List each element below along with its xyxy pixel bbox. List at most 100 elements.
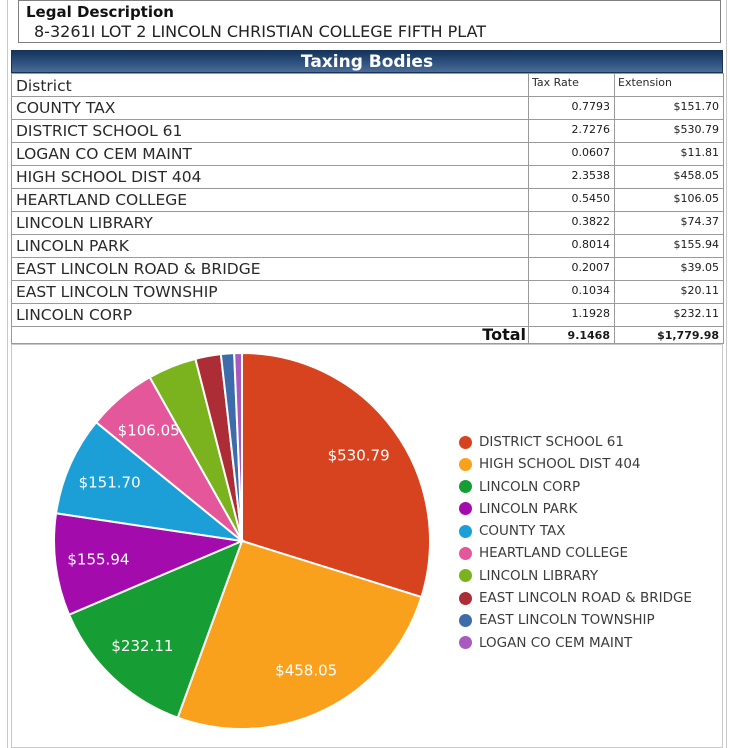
chart-legend: DISTRICT SCHOOL 61 HIGH SCHOOL DIST 404 LI… xyxy=(459,434,692,658)
taxing-bodies-section: Taxing Bodies District Tax Rate Extensio… xyxy=(11,50,724,344)
column-header-district: District xyxy=(11,73,529,97)
legend-item-district-school-61[interactable]: DISTRICT SCHOOL 61 xyxy=(459,434,692,450)
legend-item-east-lincoln-township[interactable]: EAST LINCOLN TOWNSHIP xyxy=(459,612,692,629)
table-row-high-school-dist-404: HIGH SCHOOL DIST 404 2.3538 $458.05 xyxy=(11,165,724,189)
tax-rate-cell: 0.8014 xyxy=(528,234,615,258)
extension-cell: $74.37 xyxy=(614,211,724,235)
district-cell: DISTRICT SCHOOL 61 xyxy=(11,119,529,143)
table-row-heartland-college: HEARTLAND COLLEGE 0.5450 $106.05 xyxy=(11,188,724,212)
legend-item-lincoln-library[interactable]: LINCOLN LIBRARY xyxy=(459,567,692,584)
legend-label: HIGH SCHOOL DIST 404 xyxy=(479,456,641,473)
legend-label: LINCOLN LIBRARY xyxy=(479,567,599,584)
table-row-east-lincoln-township: EAST LINCOLN TOWNSHIP 0.1034 $20.11 xyxy=(11,280,724,304)
table-row-district-school-61: DISTRICT SCHOOL 61 2.7276 $530.79 xyxy=(11,119,724,143)
legend-label: EAST LINCOLN TOWNSHIP xyxy=(479,612,655,629)
taxing-bodies-table: District Tax Rate Extension COUNTY TAX 0.… xyxy=(11,73,724,344)
legend-label: COUNTY TAX xyxy=(479,523,566,540)
pie-chart: $530.79 $458.05 $232.11 $155.94 $151.70 $106.… xyxy=(53,351,431,730)
extension-cell: $11.81 xyxy=(614,142,724,166)
pie-slice-logan-co-cem-maint[interactable] xyxy=(233,351,243,542)
legend-label: LINCOLN CORP xyxy=(479,478,581,495)
column-header-tax-rate: Tax Rate xyxy=(528,73,615,97)
district-cell: HEARTLAND COLLEGE xyxy=(11,188,529,212)
tax-rate-cell: 0.7793 xyxy=(528,96,615,120)
legend-swatch-icon xyxy=(459,636,472,650)
table-row-lincoln-library: LINCOLN LIBRARY 0.3822 $74.37 xyxy=(11,211,724,235)
table-row-east-lincoln-road-bridge: EAST LINCOLN ROAD & BRIDGE 0.2007 $39.05 xyxy=(11,257,724,281)
table-header-row: District Tax Rate Extension xyxy=(11,73,724,97)
legend-label: LINCOLN PARK xyxy=(479,500,578,517)
extension-cell: $106.05 xyxy=(614,188,724,212)
pie-slice-value-label: $151.70 xyxy=(79,474,141,492)
legend-item-county-tax[interactable]: COUNTY TAX xyxy=(459,523,692,540)
table-row-county-tax: COUNTY TAX 0.7793 $151.70 xyxy=(11,96,724,120)
tax-rate-cell: 1.1928 xyxy=(528,303,615,327)
legend-label: HEARTLAND COLLEGE xyxy=(479,545,629,562)
pie-slice-lincoln-corp[interactable] xyxy=(67,539,244,719)
page-frame: Legal Description 8-3261I LOT 2 LINCOLN … xyxy=(7,0,727,748)
table-total-row: Total 9.1468 $1,779.98 xyxy=(11,326,724,344)
legend-swatch-icon xyxy=(459,524,472,538)
district-cell: EAST LINCOLN TOWNSHIP xyxy=(11,280,529,304)
tax-rate-cell: 0.2007 xyxy=(528,257,615,281)
district-cell: LINCOLN LIBRARY xyxy=(11,211,529,235)
legend-label: DISTRICT SCHOOL 61 xyxy=(479,434,624,450)
legend-swatch-icon xyxy=(459,546,472,560)
extension-cell: $232.11 xyxy=(614,303,724,327)
legend-swatch-icon xyxy=(459,457,472,471)
district-cell: LOGAN CO CEM MAINT xyxy=(11,142,529,166)
legend-label: EAST LINCOLN ROAD & BRIDGE xyxy=(479,590,692,607)
legend-item-logan-co-cem-maint[interactable]: LOGAN CO CEM MAINT xyxy=(459,634,692,651)
district-cell: EAST LINCOLN ROAD & BRIDGE xyxy=(11,257,529,281)
tax-rate-cell: 0.1034 xyxy=(528,280,615,304)
pie-slice-value-label: $458.05 xyxy=(275,662,337,680)
table-row-logan-co-cem-maint: LOGAN CO CEM MAINT 0.0607 $11.81 xyxy=(11,142,724,166)
legend-swatch-icon xyxy=(459,591,472,605)
tax-rate-cell: 0.5450 xyxy=(528,188,615,212)
legend-swatch-icon xyxy=(459,502,472,516)
extension-cell: $20.11 xyxy=(614,280,724,304)
column-header-extension: Extension xyxy=(614,73,724,97)
legal-description-title: Legal Description xyxy=(26,3,174,21)
extension-cell: $151.70 xyxy=(614,96,724,120)
pie-slice-value-label: $106.05 xyxy=(118,421,180,439)
district-cell: HIGH SCHOOL DIST 404 xyxy=(11,165,529,189)
legend-swatch-icon xyxy=(459,480,472,494)
tax-rate-cell: 2.7276 xyxy=(528,119,615,143)
pie-slice-district-school-61[interactable] xyxy=(241,351,431,599)
legal-description-value: 8-3261I LOT 2 LINCOLN CHRISTIAN COLLEGE … xyxy=(34,22,486,41)
legend-item-heartland-college[interactable]: HEARTLAND COLLEGE xyxy=(459,545,692,562)
legend-item-lincoln-park[interactable]: LINCOLN PARK xyxy=(459,500,692,517)
pie-slice-lincoln-park[interactable] xyxy=(53,512,246,616)
extension-cell: $39.05 xyxy=(614,257,724,281)
total-label: Total xyxy=(11,326,529,344)
legend-swatch-icon xyxy=(459,613,472,627)
table-row-lincoln-park: LINCOLN PARK 0.8014 $155.94 xyxy=(11,234,724,258)
pie-slice-value-label: $530.79 xyxy=(328,446,390,464)
tax-distribution-chart: $530.79 $458.05 $232.11 $155.94 $151.70 $106.… xyxy=(11,344,723,748)
pie-slice-value-label: $232.11 xyxy=(111,637,173,655)
legend-label: LOGAN CO CEM MAINT xyxy=(479,634,633,651)
total-tax-rate: 9.1468 xyxy=(528,326,615,344)
extension-cell: $530.79 xyxy=(614,119,724,143)
district-cell: COUNTY TAX xyxy=(11,96,529,120)
legend-swatch-icon xyxy=(459,435,472,449)
legend-item-lincoln-corp[interactable]: LINCOLN CORP xyxy=(459,478,692,495)
extension-cell: $458.05 xyxy=(614,165,724,189)
total-extension: $1,779.98 xyxy=(614,326,724,344)
legend-item-high-school-dist-404[interactable]: HIGH SCHOOL DIST 404 xyxy=(459,456,692,473)
tax-rate-cell: 2.3538 xyxy=(528,165,615,189)
pie-slice-county-tax[interactable] xyxy=(54,420,246,543)
district-cell: LINCOLN CORP xyxy=(11,303,529,327)
table-row-lincoln-corp: LINCOLN CORP 1.1928 $232.11 xyxy=(11,303,724,327)
taxing-bodies-title: Taxing Bodies xyxy=(11,50,723,73)
legend-swatch-icon xyxy=(459,569,472,583)
district-cell: LINCOLN PARK xyxy=(11,234,529,258)
legal-description-section: Legal Description 8-3261I LOT 2 LINCOLN … xyxy=(18,0,721,43)
tax-rate-cell: 0.3822 xyxy=(528,211,615,235)
tax-rate-cell: 0.0607 xyxy=(528,142,615,166)
pie-slice-value-label: $155.94 xyxy=(67,550,129,568)
extension-cell: $155.94 xyxy=(614,234,724,258)
legend-item-east-lincoln-road-bridge[interactable]: EAST LINCOLN ROAD & BRIDGE xyxy=(459,590,692,607)
pie-slice-high-school-dist-404[interactable] xyxy=(176,539,423,730)
